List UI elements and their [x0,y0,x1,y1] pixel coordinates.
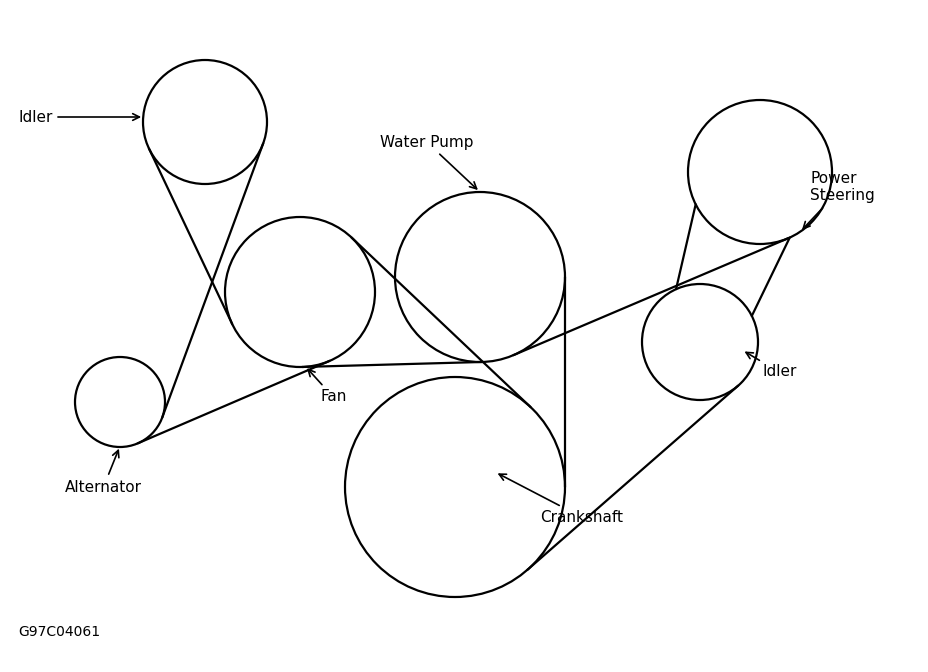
Text: Idler: Idler [745,352,795,380]
Text: Alternator: Alternator [65,450,142,495]
Text: Fan: Fan [308,370,346,405]
Text: G97C04061: G97C04061 [18,625,100,639]
Text: Water Pump: Water Pump [380,134,476,189]
Text: Power
Steering: Power Steering [803,171,874,228]
Text: Crankshaft: Crankshaft [498,474,623,525]
Text: Idler: Idler [18,110,139,124]
